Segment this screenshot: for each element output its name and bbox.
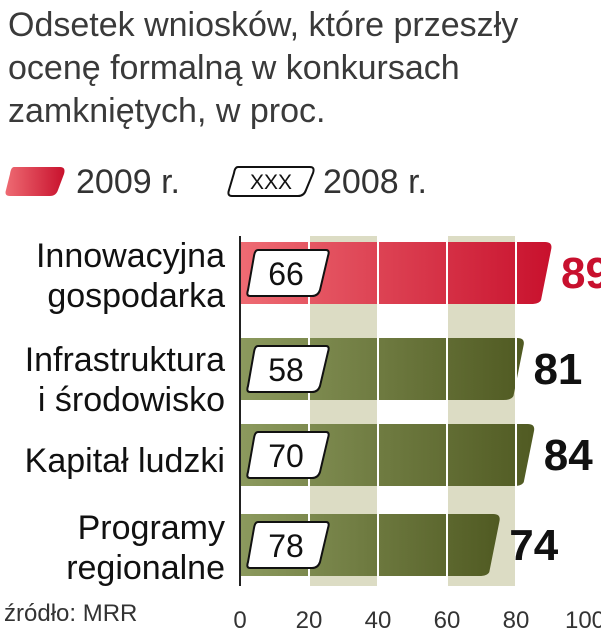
x-tick-label: 80 (503, 607, 530, 634)
value-label-2009: 84 (544, 431, 593, 480)
source-note: źródło: MRR (4, 600, 138, 627)
category-label-infrastruktura: Infrastruktura i środowisko (25, 340, 225, 420)
x-tick-label: 60 (434, 607, 461, 634)
category-label-line: i środowisko (37, 381, 225, 419)
x-axis-ticks: 0 20 40 60 80 100 (233, 607, 601, 634)
legend: XXX (5, 166, 315, 197)
category-label-line: gospodarka (47, 277, 225, 315)
legend-label-2009: 2009 r. (76, 163, 180, 201)
category-label-line: regionalne (66, 549, 225, 587)
category-label-line: Innowacyjna (35, 237, 225, 275)
legend-box-2008 (227, 166, 315, 197)
category-label-programy: Programy regionalne (66, 508, 225, 588)
previous-year-badges: 66 58 70 78 (246, 249, 330, 569)
legend-label-2008: 2008 r. (323, 163, 427, 201)
badge-2008 (246, 431, 330, 479)
value-labels: 89 81 84 74 (509, 249, 601, 570)
title-line: zamkniętych, w proc. (8, 92, 326, 130)
legend-box-text: XXX (250, 171, 292, 194)
value-label-2009: 89 (561, 249, 601, 298)
x-tick-label: 40 (365, 607, 392, 634)
badge-2008-value: 58 (268, 352, 304, 388)
category-label-innowacyjna: Innowacyjna gospodarka (36, 236, 225, 316)
category-label-line: Kapitał ludzki (24, 442, 225, 480)
category-label-line: Programy (77, 509, 225, 547)
category-label-kapital: Kapitał ludzki (25, 441, 225, 481)
x-tick-label: 20 (296, 607, 323, 634)
title-line: Odsetek wniosków, które przeszły (8, 6, 519, 44)
value-label-2009: 74 (509, 521, 558, 570)
badge-2008 (246, 521, 330, 569)
badge-2008-value: 66 (268, 256, 304, 292)
value-label-2009: 81 (533, 345, 582, 394)
chart-title: Odsetek wniosków, które przeszły ocenę f… (8, 4, 578, 133)
x-tick-label: 0 (233, 607, 246, 634)
badge-2008-value: 78 (268, 528, 304, 564)
x-tick-label: 100 (565, 607, 601, 634)
badge-2008-value: 70 (268, 438, 304, 474)
title-line: ocenę formalną w konkursach (8, 49, 460, 87)
legend-swatch-2009 (5, 167, 65, 196)
category-label-line: Infrastruktura (24, 341, 225, 379)
badge-2008 (246, 249, 330, 297)
badge-2008 (246, 345, 330, 393)
